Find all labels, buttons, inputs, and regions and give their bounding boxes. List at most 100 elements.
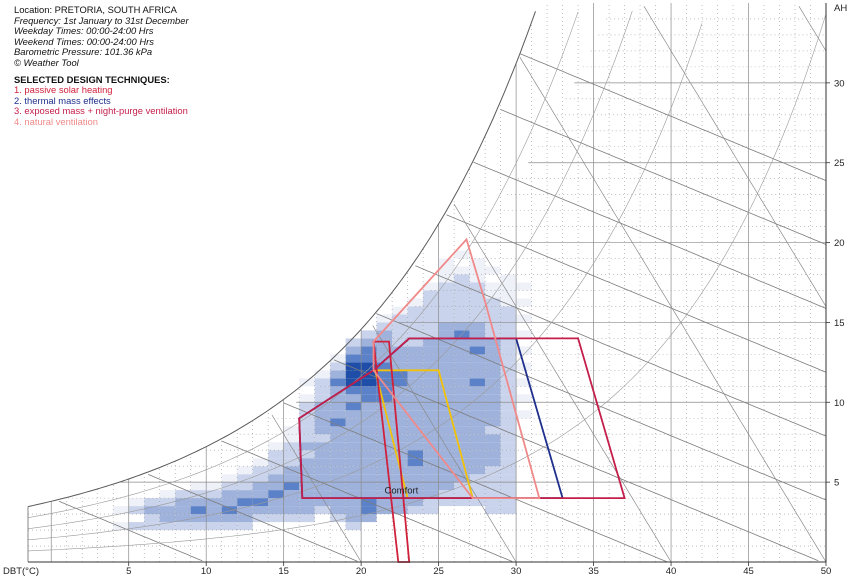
frequency-cell <box>454 362 470 371</box>
frequency-cell <box>144 522 160 531</box>
frequency-cell <box>469 330 486 339</box>
frequency-cell <box>469 354 486 363</box>
frequency-cell <box>423 306 439 315</box>
frequency-cell <box>438 418 455 427</box>
frequency-cell <box>144 506 160 515</box>
frequency-cell <box>361 346 377 355</box>
y-tick-label: 5 <box>834 478 839 489</box>
x-tick-label: 20 <box>356 566 367 577</box>
frequency-cell <box>516 282 532 291</box>
frequency-cell <box>454 410 470 419</box>
frequency-cell <box>485 410 501 419</box>
frequency-cell <box>454 282 470 291</box>
frequency-cell <box>469 290 486 299</box>
frequency-cell <box>299 482 315 491</box>
frequency-cell <box>221 514 238 523</box>
frequency-cell <box>299 458 315 467</box>
frequency-cell <box>330 450 346 459</box>
frequency-cell <box>407 330 424 339</box>
frequency-cell <box>438 330 455 339</box>
frequency-cell <box>500 282 517 291</box>
frequency-cell <box>469 442 486 451</box>
frequency-cell <box>345 458 362 467</box>
frequency-cell <box>454 290 470 299</box>
frequency-cell <box>454 474 470 483</box>
zone-natural-ventilation <box>372 237 541 500</box>
frequency-cell <box>469 418 486 427</box>
frequency-cell <box>392 362 408 371</box>
frequency-cell <box>407 466 424 475</box>
frequency-cell <box>345 370 362 379</box>
frequency-cell <box>500 434 517 443</box>
y-tick-label: 25 <box>834 158 845 169</box>
frequency-cell <box>361 450 377 459</box>
frequency-cell <box>376 466 393 475</box>
y-axis-label: AH <box>834 3 847 14</box>
frequency-cell <box>407 410 424 419</box>
frequency-cell <box>454 298 470 307</box>
frequency-cell <box>392 338 408 347</box>
frequency-cell <box>268 458 284 467</box>
frequency-cell <box>438 482 455 491</box>
frequency-cell <box>128 498 145 507</box>
frequency-cell <box>407 426 424 435</box>
frequency-cell <box>485 490 501 499</box>
frequency-cell <box>376 498 393 507</box>
x-tick-label: 15 <box>278 566 289 577</box>
frequency-cell <box>407 362 424 371</box>
frequency-cell <box>283 482 300 491</box>
frequency-cell <box>438 434 455 443</box>
frequency-cell <box>361 474 377 483</box>
frequency-cell <box>423 354 439 363</box>
frequency-cell <box>392 394 408 403</box>
frequency-cell <box>190 482 207 491</box>
frequency-cell <box>423 410 439 419</box>
frequency-cell <box>469 306 486 315</box>
enthalpy-line <box>473 161 827 309</box>
frequency-cell <box>376 362 393 371</box>
frequency-cell <box>314 394 331 403</box>
frequency-cell <box>392 330 408 339</box>
frequency-cell <box>438 474 455 483</box>
axes: 5 10 15 20 25 30 35 40 45 50 5 10 15 20 25 30 DBT(°C) AH <box>3 3 847 577</box>
frequency-cell <box>299 442 315 451</box>
frequency-cell <box>330 354 346 363</box>
frequency-cell <box>221 498 238 507</box>
frequency-cell <box>299 506 315 515</box>
frequency-cell <box>407 378 424 387</box>
enthalpy-line <box>283 402 668 563</box>
frequency-cell <box>423 498 439 507</box>
frequency-cell <box>454 426 470 435</box>
frequency-cell <box>469 258 486 267</box>
weekend-times-text: Weekend Times: 00:00-24:00 Hrs <box>14 35 154 47</box>
frequency-cell <box>500 474 517 483</box>
frequency-cell <box>252 482 269 491</box>
frequency-cell <box>438 298 455 307</box>
frequency-cell <box>392 442 408 451</box>
frequency-cell <box>438 346 455 355</box>
frequency-cell <box>268 490 284 499</box>
frequency-cell <box>454 386 470 395</box>
frequency-cell <box>252 514 269 523</box>
enthalpy-line <box>446 214 827 373</box>
frequency-cell <box>469 450 486 459</box>
frequency-cell <box>345 418 362 427</box>
frequency-cell <box>345 514 362 523</box>
frequency-cell <box>485 450 501 459</box>
frequency-cell <box>237 466 253 475</box>
frequency-cell <box>376 386 393 395</box>
frequency-cell <box>469 322 486 331</box>
frequency-cell <box>206 490 222 499</box>
frequency-cell <box>423 386 439 395</box>
frequency-cell <box>361 386 377 395</box>
frequency-cell <box>237 490 253 499</box>
frequency-cell <box>407 418 424 427</box>
frequency-cell <box>500 506 517 515</box>
frequency-cell <box>392 346 408 355</box>
frequency-cell <box>376 354 393 363</box>
frequency-cell <box>454 250 470 259</box>
frequency-cell <box>423 394 439 403</box>
frequency-cell <box>500 370 517 379</box>
enthalpy-line <box>519 53 827 181</box>
frequency-cell <box>454 346 470 355</box>
